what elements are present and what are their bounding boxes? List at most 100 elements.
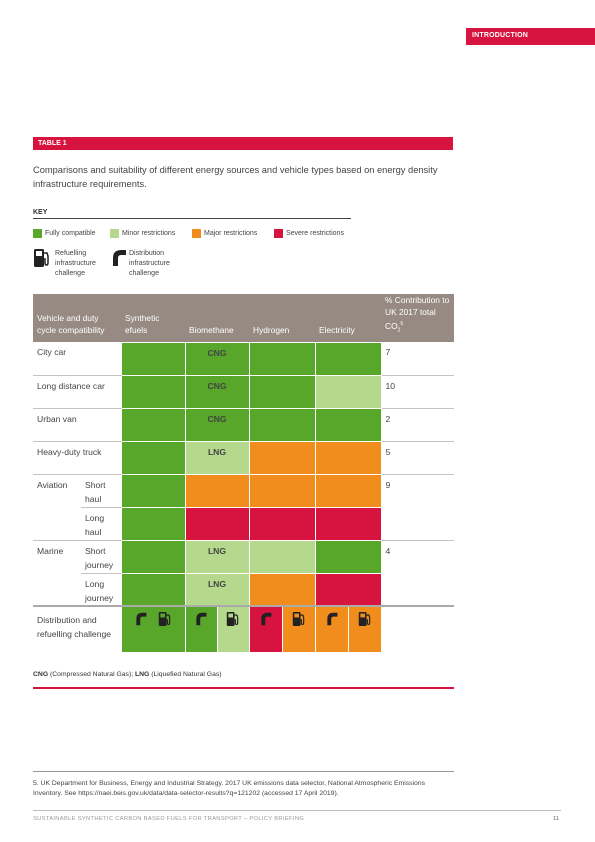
cell-contribution-empty bbox=[381, 605, 455, 653]
row-sublabel-short-haul: Short haul bbox=[81, 474, 121, 508]
cell-contribution: 9 bbox=[381, 474, 455, 541]
compatibility-table: Vehicle and duty cycle compatibility Syn… bbox=[33, 294, 455, 653]
cell-electricity bbox=[314, 572, 382, 607]
cell-contribution: 4 bbox=[381, 540, 455, 607]
cell-synthetic bbox=[120, 440, 186, 475]
fuel-pump-icon bbox=[358, 612, 370, 627]
refuelling-legend-text: Refuelling infrastructure challenge bbox=[55, 250, 96, 277]
cell-hydrogen bbox=[248, 440, 316, 475]
row-label-marine: Marine bbox=[33, 540, 81, 607]
header-row: Vehicle and duty cycle compatibility Syn… bbox=[33, 294, 455, 343]
table-row: Marine Short journey LNG 4 bbox=[33, 539, 455, 607]
row-sublabel-long-journey: Long journey bbox=[81, 573, 121, 607]
cell-biomethane: CNG bbox=[184, 374, 250, 409]
legend-severe-restrictions: Severe restrictions bbox=[274, 227, 344, 239]
table-row: Long haul bbox=[33, 506, 454, 541]
legend-label: Major restrictions bbox=[204, 229, 258, 237]
cell-electricity-refuelling bbox=[347, 605, 382, 653]
section-line bbox=[466, 44, 595, 45]
table-row: Heavy-duty truck LNG 5 bbox=[33, 440, 455, 475]
legend-minor-restrictions: Minor restrictions bbox=[110, 227, 175, 239]
cell-synthetic bbox=[120, 407, 186, 442]
key-title: KEY bbox=[33, 209, 48, 216]
pipeline-icon bbox=[136, 613, 147, 626]
fuel-pump-icon bbox=[158, 612, 171, 627]
header-hydrogen: Hydrogen bbox=[249, 294, 316, 343]
cell-biomethane: LNG bbox=[184, 572, 250, 607]
cell-electricity bbox=[314, 440, 382, 475]
legend-swatch bbox=[274, 228, 283, 238]
pipeline-icon bbox=[196, 613, 207, 626]
pipeline-icon bbox=[110, 247, 128, 269]
pipeline-icon bbox=[326, 613, 337, 626]
cell-electricity bbox=[314, 473, 382, 508]
cell-hydrogen bbox=[248, 407, 316, 442]
cell-contribution: 10 bbox=[381, 375, 455, 409]
row-label-challenge: Distribution and refuelling challenge bbox=[33, 605, 121, 653]
header-biomethane: Biomethane bbox=[185, 294, 250, 343]
row-label-city-car: City car bbox=[33, 342, 121, 376]
cell-contribution: 2 bbox=[381, 408, 455, 442]
legend-swatch bbox=[33, 228, 42, 238]
table-row: Long distance car CNG 10 bbox=[33, 374, 455, 409]
cell-biomethane: CNG bbox=[184, 341, 250, 376]
section-tag: INTRODUCTION bbox=[466, 28, 595, 44]
distribution-legend-text: Distribution infrastructure challenge bbox=[129, 250, 170, 277]
legend-major-restrictions: Major restrictions bbox=[192, 227, 257, 239]
pipeline-icon bbox=[260, 613, 271, 626]
cell-hydrogen bbox=[248, 506, 316, 541]
footer-divider bbox=[33, 810, 561, 811]
fuel-pump-icon bbox=[33, 247, 51, 269]
legend-label: Fully compatible bbox=[45, 229, 96, 237]
notes-divider bbox=[33, 687, 454, 689]
table-label: TABLE 1 bbox=[33, 137, 453, 150]
cell-synthetic bbox=[120, 572, 186, 607]
row-label-long-distance-car: Long distance car bbox=[33, 375, 121, 409]
cell-hydrogen bbox=[248, 572, 316, 607]
legend-label: Minor restrictions bbox=[122, 229, 176, 237]
table-row: City car CNG 7 bbox=[33, 341, 455, 376]
footer-title: SUSTAINABLE SYNTHETIC CARBON BASED FUELS… bbox=[33, 816, 305, 822]
cell-synthetic bbox=[120, 341, 186, 376]
header-contribution: % Contribution to UK 2017 total CO25 bbox=[381, 294, 455, 343]
cell-synthetic bbox=[120, 506, 186, 541]
cell-biomethane-refuelling bbox=[216, 605, 250, 653]
row-label-urban-van: Urban van bbox=[33, 408, 121, 442]
cell-biomethane: LNG bbox=[184, 539, 250, 574]
header-vehicle: Vehicle and duty cycle compatibility bbox=[33, 294, 121, 343]
challenge-row: Distribution and refuelling challenge bbox=[33, 605, 455, 653]
cell-electricity bbox=[314, 539, 382, 574]
cell-contribution: 5 bbox=[381, 441, 455, 475]
cell-contribution: 7 bbox=[381, 342, 455, 376]
fuel-pump-icon bbox=[226, 612, 239, 627]
cell-synthetic-challenge bbox=[120, 605, 186, 653]
abbreviation-notes: CNG (Compressed Natural Gas); LNG (Lique… bbox=[33, 671, 222, 678]
cell-electricity bbox=[314, 374, 382, 409]
table-row: Long journey LNG bbox=[33, 572, 454, 607]
row-sublabel-short-journey: Short journey bbox=[81, 540, 121, 574]
row-sublabel-long-haul: Long haul bbox=[81, 507, 121, 541]
header-synthetic: Synthetic efuels bbox=[121, 294, 185, 343]
cell-biomethane-distribution bbox=[184, 605, 218, 653]
key-divider bbox=[33, 218, 351, 219]
page-number: 11 bbox=[553, 816, 560, 822]
row-label-aviation: Aviation bbox=[33, 474, 81, 541]
table-row: Urban van CNG 2 bbox=[33, 407, 455, 442]
cell-synthetic bbox=[120, 539, 186, 574]
cell-hydrogen bbox=[248, 473, 316, 508]
footnote-divider bbox=[33, 771, 454, 772]
cell-hydrogen-refuelling bbox=[281, 605, 316, 653]
row-label-heavy-duty-truck: Heavy-duty truck bbox=[33, 441, 121, 475]
cell-biomethane: LNG bbox=[184, 440, 250, 475]
fuel-pump-icon bbox=[292, 612, 304, 627]
cell-hydrogen bbox=[248, 341, 316, 376]
cell-synthetic bbox=[120, 473, 186, 508]
cell-hydrogen bbox=[248, 539, 316, 574]
cell-hydrogen bbox=[248, 374, 316, 409]
table-caption: Comparisons and suitability of different… bbox=[33, 165, 438, 189]
footnote: 5. UK Department for Business, Energy an… bbox=[33, 780, 426, 797]
legend-swatch bbox=[110, 228, 119, 238]
cell-electricity bbox=[314, 341, 382, 376]
cell-biomethane bbox=[184, 506, 250, 541]
cell-electricity bbox=[314, 506, 382, 541]
